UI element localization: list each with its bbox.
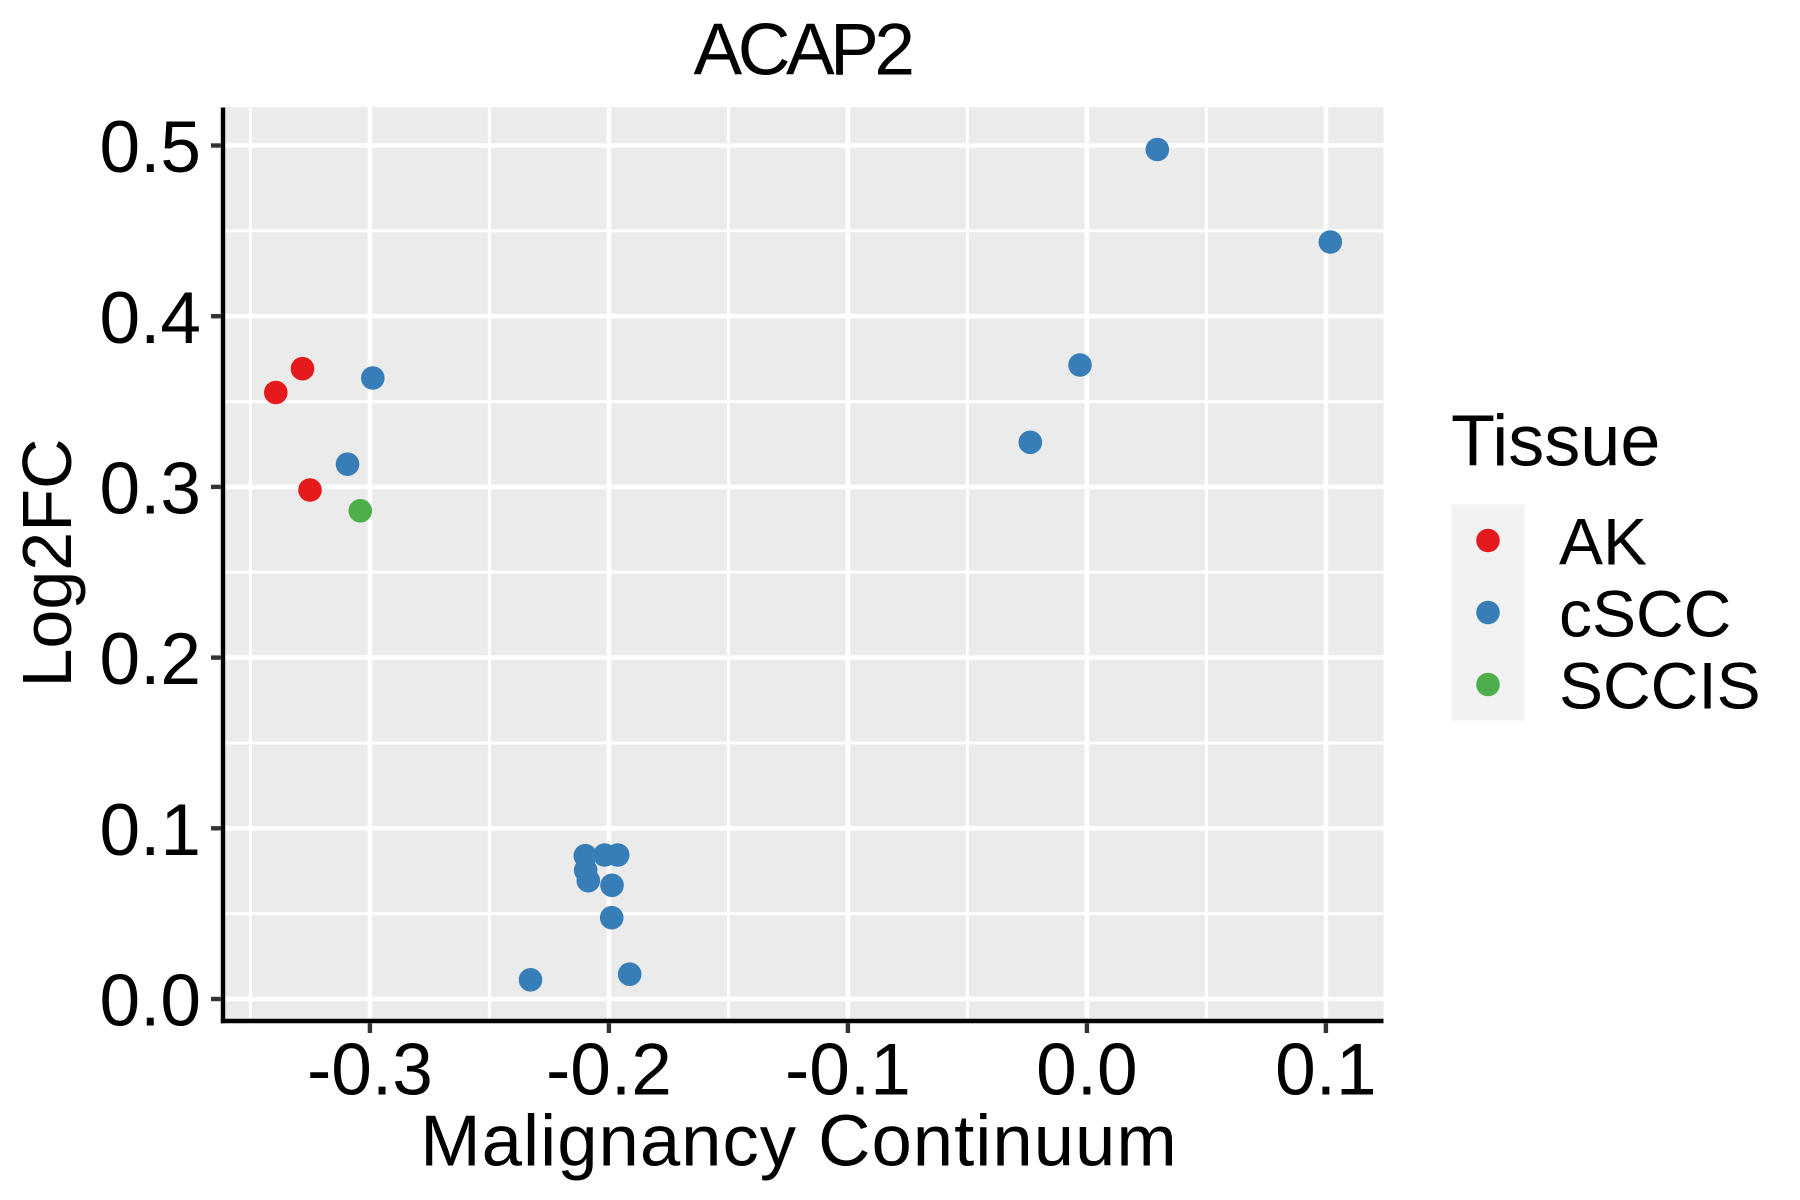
svg-text:0.4: 0.4 xyxy=(100,278,201,359)
svg-text:-0.2: -0.2 xyxy=(546,1030,672,1111)
svg-text:cSCC: cSCC xyxy=(1559,577,1731,651)
svg-text:0.0: 0.0 xyxy=(1036,1030,1137,1111)
svg-text:AK: AK xyxy=(1559,505,1647,579)
svg-text:-0.3: -0.3 xyxy=(307,1030,433,1111)
svg-text:0.1: 0.1 xyxy=(1275,1030,1376,1111)
svg-text:SCCIS: SCCIS xyxy=(1559,649,1761,723)
svg-text:0.0: 0.0 xyxy=(100,961,201,1042)
svg-text:0.3: 0.3 xyxy=(100,449,201,530)
svg-text:-0.1: -0.1 xyxy=(785,1030,911,1111)
svg-text:Tissue: Tissue xyxy=(1451,402,1660,482)
svg-text:ACAP2: ACAP2 xyxy=(694,10,912,91)
svg-text:0.5: 0.5 xyxy=(100,107,201,188)
svg-text:0.1: 0.1 xyxy=(100,790,201,871)
svg-text:Log2FC: Log2FC xyxy=(8,438,86,687)
svg-text:0.2: 0.2 xyxy=(100,619,201,700)
svg-text:Malignancy Continuum: Malignancy Continuum xyxy=(420,1101,1177,1182)
